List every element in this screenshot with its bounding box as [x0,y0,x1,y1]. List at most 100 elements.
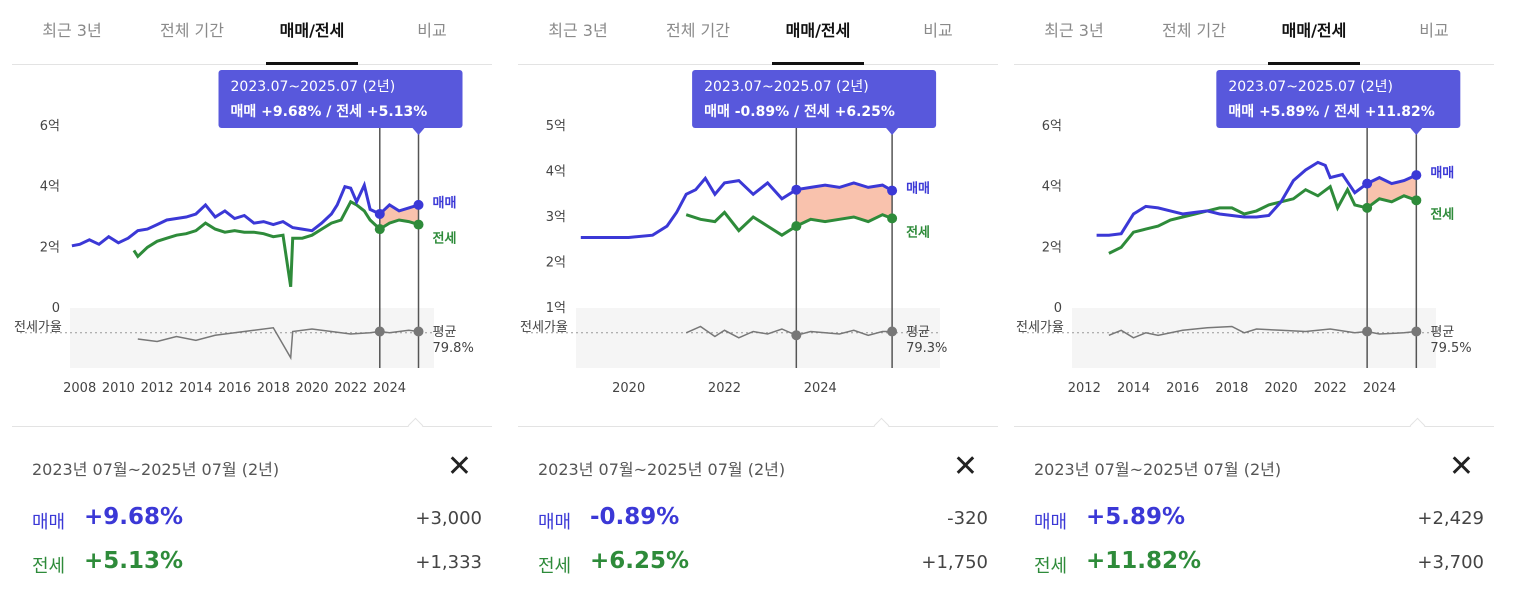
x-tick-label: 2020 [1265,381,1298,396]
sale-end-label: 매매 [906,182,930,197]
jeonse-change-amount: +1,333 [415,552,482,573]
sale-row: 매매 +5.89% +2,429 [1034,500,1484,544]
jeonse-point [374,224,385,235]
sale-change-pct: -0.89% [590,504,680,530]
sale-point [791,184,802,195]
tab-bar: 최근 3년 전체 기간 매매/전세 비교 [518,0,998,65]
jeonse-change-pct: +6.25% [590,548,690,574]
x-tick-label: 2016 [218,381,251,396]
jeonse-point [887,213,898,224]
tab-bar: 최근 3년 전체 기간 매매/전세 비교 [1014,0,1494,65]
y-tick-label: 2억 [546,256,566,271]
sale-label: 매매 [32,512,66,533]
jeonse-row: 전세 +5.13% +1,333 [32,544,482,588]
tooltip-values: 매매 +5.89% / 전세 +11.82% [1228,103,1434,120]
x-tick-label: 2018 [257,381,290,396]
jeonse-point [413,219,424,230]
jeonse-change-pct: +5.13% [84,548,184,574]
tooltip-period: 2023.07~2025.07 (2년) [1228,79,1393,95]
jeonse-row: 전세 +11.82% +3,700 [1034,544,1484,588]
sale-line [1096,160,1417,237]
pointer-caret [873,417,890,434]
tab-all-period[interactable]: 전체 기간 [1162,21,1226,40]
sale-end-label: 매매 [433,196,457,211]
tab-recent-3y[interactable]: 최근 3년 [1044,21,1104,40]
y-tick-label: 5억 [546,119,566,134]
x-tick-label: 2014 [179,381,212,396]
sale-label: 매매 [538,512,572,533]
sale-change-amount: +2,429 [1417,508,1484,529]
divider [12,426,492,427]
y-tick-label: 1억 [546,301,566,316]
sale-point [374,208,385,219]
ratio-point [374,326,385,337]
x-tick-label: 2010 [102,381,135,396]
tab-sale-jeonse[interactable]: 매매/전세 [252,0,372,65]
jeonse-point [1411,195,1422,206]
close-icon[interactable]: ✕ [1448,449,1474,484]
tab-sale-jeonse[interactable]: 매매/전세 [1254,0,1374,65]
sale-point [887,185,898,196]
tooltip-period: 2023.07~2025.07 (2년) [231,79,396,95]
price-chart[interactable]: 0 2억 4억 6억 2012 2014 2016 2018 2020 2022 2024 전세가율 매… [1014,66,1494,406]
sale-line [71,180,419,248]
jeonse-end-label: 전세 [906,224,930,240]
sale-point [413,199,424,210]
sale-change-amount: +3,000 [415,508,482,529]
sale-label: 매매 [1034,512,1068,533]
price-chart[interactable]: 0 2억 4억 6억 2008 2010 2012 2014 2016 2018 2020 2022 2… [12,66,492,406]
tab-all-period[interactable]: 전체 기간 [160,21,224,40]
sale-line [580,175,893,239]
x-tick-label: 2022 [1314,381,1347,396]
tooltip-values: 매매 +9.68% / 전세 +5.13% [231,103,428,120]
tab-recent-3y[interactable]: 최근 3년 [548,21,608,40]
tooltip-period: 2023.07~2025.07 (2년) [704,79,869,95]
tab-all-period[interactable]: 전체 기간 [666,21,730,40]
sale-change-pct: +9.68% [84,504,184,530]
pointer-caret [407,417,424,434]
jeonse-point [1362,202,1373,213]
x-tick-label: 2024 [1363,381,1396,396]
y-tick-label: 2억 [1042,240,1062,255]
y-tick-label: 0 [52,301,60,316]
ratio-label: 전세가율 [14,320,62,335]
y-tick-label: 3억 [546,210,566,225]
ratio-label: 전세가율 [1016,320,1064,335]
tooltip-values: 매매 -0.89% / 전세 +6.25% [704,103,895,120]
sale-point [1411,170,1422,181]
jeonse-change-pct: +11.82% [1086,548,1202,574]
tab-recent-3y[interactable]: 최근 3년 [42,21,102,40]
sale-end-label: 매매 [1430,166,1454,181]
tab-sale-jeonse[interactable]: 매매/전세 [758,0,878,65]
x-tick-label: 2020 [612,381,645,396]
tab-compare[interactable]: 비교 [1419,21,1449,40]
jeonse-label: 전세 [32,556,66,577]
tooltip-arrow [886,128,899,135]
y-tick-label: 6억 [40,119,60,134]
divider [1014,426,1494,427]
close-icon[interactable]: ✕ [446,449,472,484]
period-text: 2023년 07월~2025년 07월 (2년) [32,460,280,479]
ratio-point [1411,326,1422,337]
y-tick-label: 4억 [546,165,566,180]
period-text: 2023년 07월~2025년 07월 (2년) [538,460,786,479]
tab-bar: 최근 3년 전체 기간 매매/전세 비교 [12,0,492,65]
summary-card: 2023년 07월~2025년 07월 (2년) ✕ 매매 +5.89% +2,… [1034,440,1484,588]
jeonse-label: 전세 [1034,556,1068,577]
jeonse-end-label: 전세 [1430,206,1454,222]
jeonse-row: 전세 +6.25% +1,750 [538,544,988,588]
summary-card: 2023년 07월~2025년 07월 (2년) ✕ 매매 +9.68% +3,… [32,440,482,588]
tab-compare[interactable]: 비교 [923,21,953,40]
ratio-line [685,325,893,339]
x-tick-label: 2024 [804,381,837,396]
jeonse-line [132,199,419,288]
ratio-point [1362,326,1373,337]
ratio-band [576,308,940,368]
ratio-point [791,330,802,341]
jeonse-label: 전세 [538,556,572,577]
ratio-band [70,308,434,368]
tab-compare[interactable]: 비교 [417,21,447,40]
close-icon[interactable]: ✕ [952,449,978,484]
x-tick-label: 2018 [1215,381,1248,396]
